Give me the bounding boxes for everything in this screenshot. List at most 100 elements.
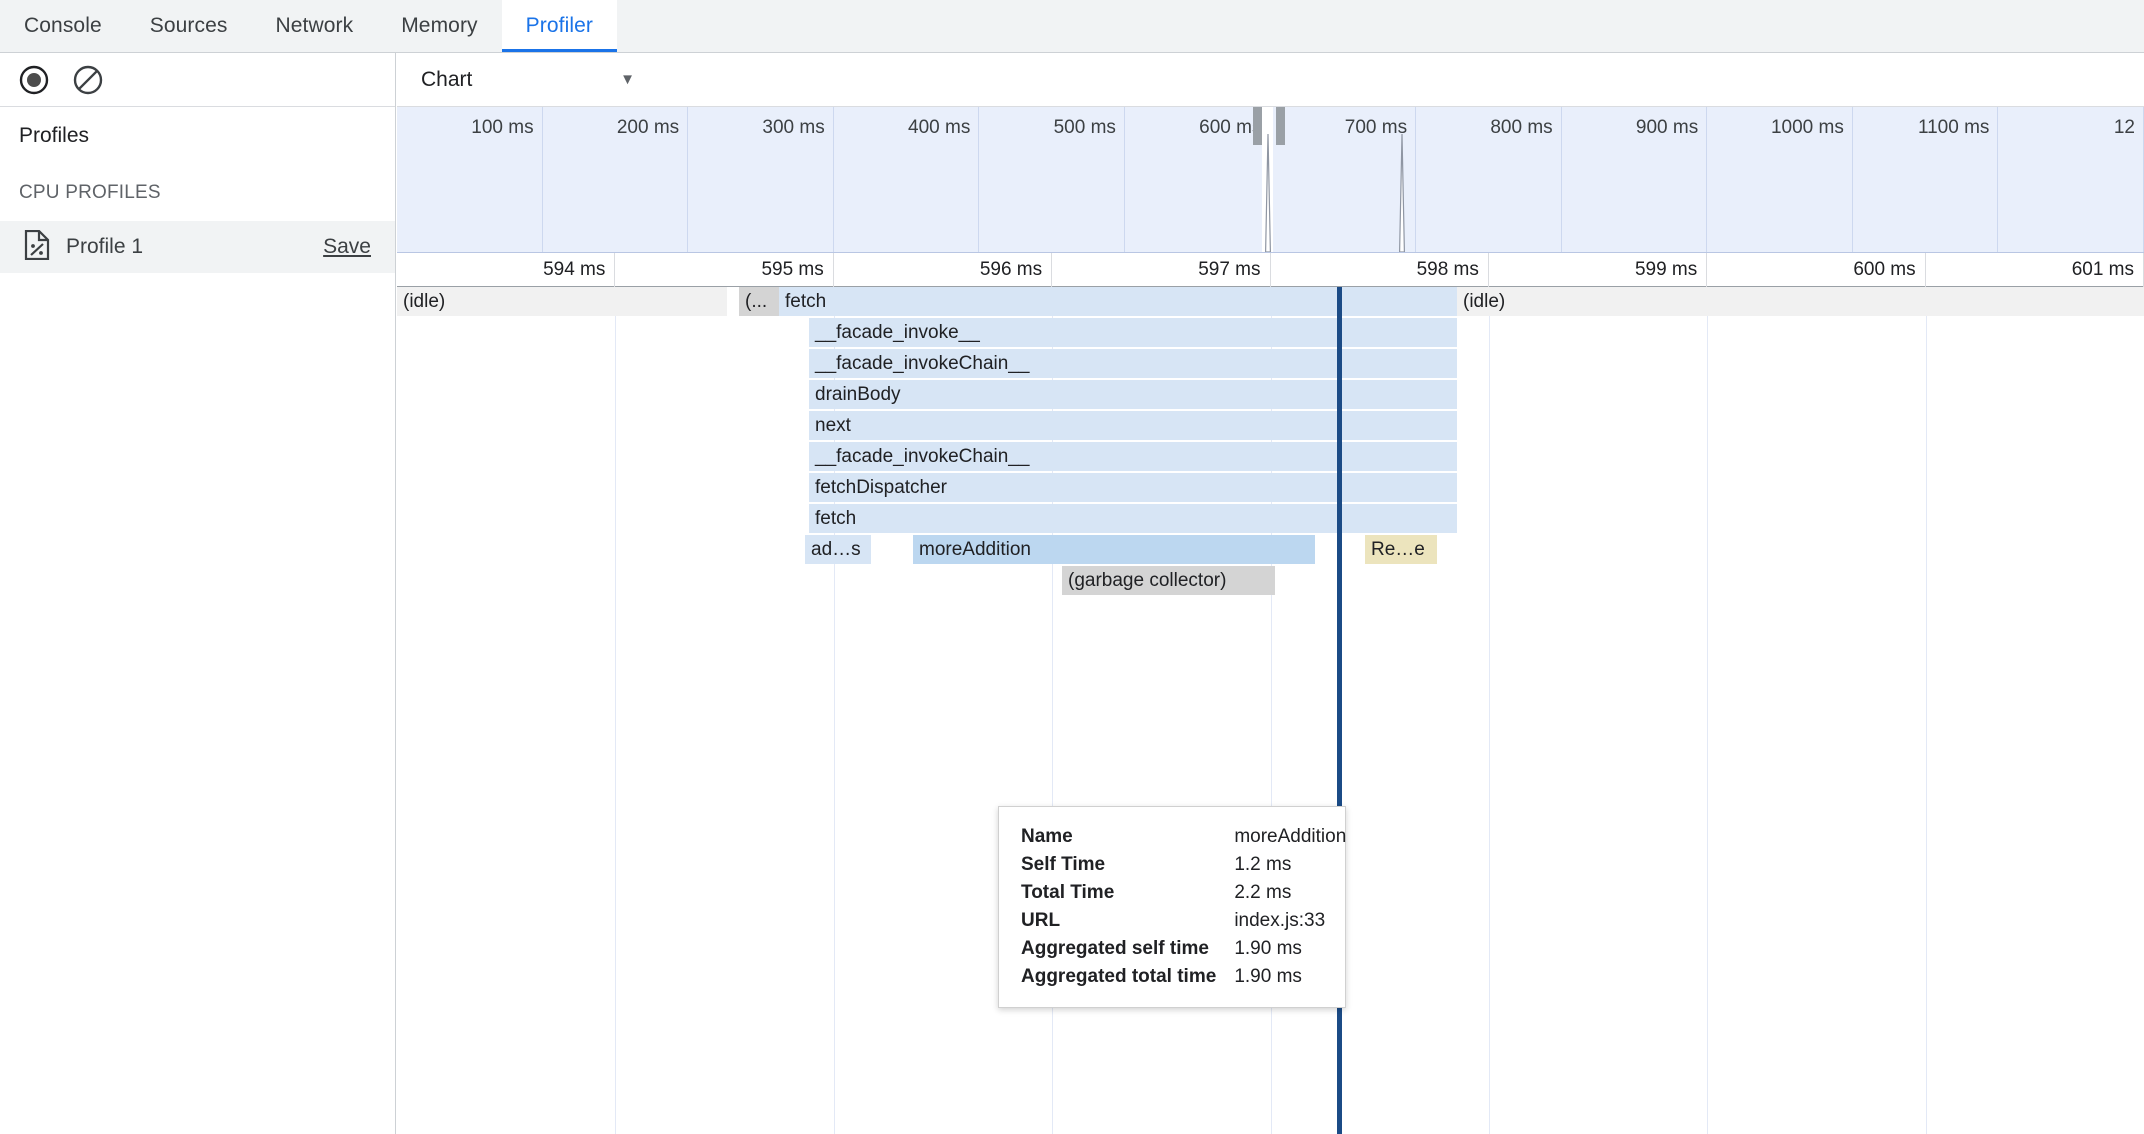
timeline-ruler: 594 ms 595 ms 596 ms 597 ms 598 ms 599 ms 600 … <box>397 253 2144 287</box>
tooltip-row: Aggregated self time 1.90 ms <box>999 935 1346 963</box>
flame-chart-gridline <box>1052 287 1054 1134</box>
tab-network-label: Network <box>275 14 354 37</box>
profiler-main-panel: Chart ▼ 100 ms 200 ms 300 ms 400 ms 500 ms 60… <box>397 53 2144 1134</box>
tab-sources-label: Sources <box>149 14 228 37</box>
flame-frame-facade-invoke[interactable]: __facade_invoke__ <box>809 318 1457 347</box>
overview-tick: 500 ms <box>979 107 1125 252</box>
flame-chart-gridline <box>1488 287 1490 1134</box>
flame-frame-re-e[interactable]: Re…e <box>1365 535 1437 564</box>
tooltip-key: URL <box>1021 910 1061 931</box>
overview-tick-label: 12 <box>2113 117 2135 138</box>
overview-tick: 400 ms <box>834 107 980 252</box>
profile-overview[interactable]: 100 ms 200 ms 300 ms 400 ms 500 ms 600 ms 700 … <box>397 107 2144 253</box>
flame-frame-drainbody[interactable]: drainBody <box>809 380 1457 409</box>
tab-profiler-label: Profiler <box>525 14 593 37</box>
flame-chart-gridline <box>615 287 617 1134</box>
frame-details-tooltip: Name moreAddition Self Time 1.2 ms Total Tim… <box>998 806 1346 1008</box>
tooltip-key: Aggregated self time <box>1021 938 1209 959</box>
tooltip-key: Name <box>1021 826 1073 847</box>
flame-frame-garbage-collector[interactable]: (garbage collector) <box>1062 566 1275 595</box>
timeline-tick-label: 598 ms <box>1416 259 1479 280</box>
profiles-section-title: Profiles <box>0 107 395 165</box>
overview-activity-spike <box>1264 133 1271 252</box>
sidebar-toolbar <box>0 53 395 107</box>
tooltip-value: index.js:33 <box>1234 910 1326 931</box>
view-toolbar: Chart ▼ <box>397 53 2144 107</box>
timeline-tick-label: 601 ms <box>2071 259 2134 280</box>
devtools-tab-bar: Console Sources Network Memory Profiler <box>0 0 2144 53</box>
tooltip-key: Total Time <box>1021 882 1115 903</box>
flame-frame-idle[interactable]: (idle) <box>397 287 727 316</box>
overview-window-left-handle[interactable] <box>1252 107 1262 145</box>
profiler-sidebar: Profiles CPU PROFILES Profile 1 Save <box>0 53 396 1134</box>
view-mode-select[interactable]: Chart ▼ <box>409 61 653 99</box>
record-icon[interactable] <box>14 60 54 100</box>
clear-icon[interactable] <box>68 60 108 100</box>
tooltip-row: Aggregated total time 1.90 ms <box>999 963 1346 991</box>
tab-network[interactable]: Network <box>252 0 378 52</box>
view-mode-value: Chart <box>421 67 473 91</box>
tooltip-value: 1.90 ms <box>1234 938 1302 959</box>
profiles-label: Profiles <box>19 124 90 147</box>
timeline-tick-label: 594 ms <box>543 259 606 280</box>
overview-tick-label: 900 ms <box>1635 117 1699 138</box>
flame-frame-fetchdispatcher[interactable]: fetchDispatcher <box>809 473 1457 502</box>
flame-chart-gridline <box>1707 287 1709 1134</box>
tooltip-row: URL index.js:33 <box>999 907 1346 935</box>
tab-sources[interactable]: Sources <box>126 0 252 52</box>
flame-chart[interactable]: (idle) (... fetch (idle) __facade_invoke__ __… <box>397 287 2144 1134</box>
overview-tick-label: 300 ms <box>762 117 825 138</box>
overview-tick: 800 ms <box>1416 107 1562 252</box>
tooltip-key: Aggregated total time <box>1021 966 1217 987</box>
tab-console[interactable]: Console <box>0 0 126 52</box>
flame-frame-facade-invokechain[interactable]: __facade_invokeChain__ <box>809 349 1457 378</box>
tooltip-value: moreAddition <box>1234 826 1347 847</box>
tooltip-value: 2.2 ms <box>1234 882 1292 903</box>
flame-chart-gridline <box>833 287 835 1134</box>
tab-memory[interactable]: Memory <box>377 0 501 52</box>
timeline-tick: 600 ms <box>1707 253 1926 287</box>
overview-window-right-handle[interactable] <box>1276 107 1286 145</box>
overview-tick: 1000 ms <box>1707 107 1853 252</box>
cpu-profiles-section-title: CPU PROFILES <box>0 165 395 221</box>
timeline-tick: 595 ms <box>615 253 834 287</box>
overview-tick: 200 ms <box>543 107 689 252</box>
flame-frame-fetch[interactable]: fetch <box>809 504 1457 533</box>
flame-chart-gridline <box>1925 287 1927 1134</box>
overview-tick-label: 200 ms <box>616 117 680 138</box>
flame-frame-moreaddition[interactable]: moreAddition <box>913 535 1315 564</box>
timeline-tick: 597 ms <box>1052 253 1271 287</box>
overview-tick: 300 ms <box>688 107 834 252</box>
tooltip-row: Total Time 2.2 ms <box>999 879 1346 907</box>
flame-frame-next[interactable]: next <box>809 411 1457 440</box>
timeline-tick: 599 ms <box>1489 253 1708 287</box>
cpu-profiles-label: CPU PROFILES <box>19 182 161 203</box>
overview-tick: 12 <box>1998 107 2144 252</box>
overview-tick-label: 800 ms <box>1490 117 1553 138</box>
profile-list-item[interactable]: Profile 1 Save <box>0 221 395 273</box>
tab-console-label: Console <box>24 14 102 37</box>
tooltip-key: Self Time <box>1021 854 1106 875</box>
tooltip-row: Name moreAddition <box>999 823 1346 851</box>
timeline-tick-label: 597 ms <box>1198 259 1261 280</box>
overview-tick: 100 ms <box>397 107 543 252</box>
timeline-tick: 598 ms <box>1271 253 1489 287</box>
save-profile-link[interactable]: Save <box>323 235 371 258</box>
timeline-playhead[interactable] <box>1337 287 1343 1134</box>
overview-tick-label: 600 ms <box>1199 117 1262 138</box>
overview-tick-label: 700 ms <box>1344 117 1408 138</box>
tab-memory-label: Memory <box>401 14 478 37</box>
profile-name: Profile 1 <box>66 235 144 258</box>
timeline-tick-label: 600 ms <box>1853 259 1916 280</box>
overview-tick-label: 400 ms <box>908 117 971 138</box>
flame-frame-ad-s[interactable]: ad…s <box>805 535 871 564</box>
timeline-tick: 594 ms <box>397 253 616 287</box>
tooltip-value: 1.2 ms <box>1234 854 1292 875</box>
flame-frame-idle[interactable]: (idle) <box>1457 287 2144 316</box>
flame-frame-fetch[interactable]: fetch <box>779 287 1457 316</box>
flame-frame-[interactable]: (... <box>739 287 779 316</box>
tab-profiler[interactable]: Profiler <box>501 0 618 52</box>
flame-frame-facade-invokechain[interactable]: __facade_invokeChain__ <box>809 442 1457 471</box>
timeline-tick-label: 596 ms <box>979 259 1043 280</box>
overview-tick: 700 ms <box>1271 107 1417 252</box>
